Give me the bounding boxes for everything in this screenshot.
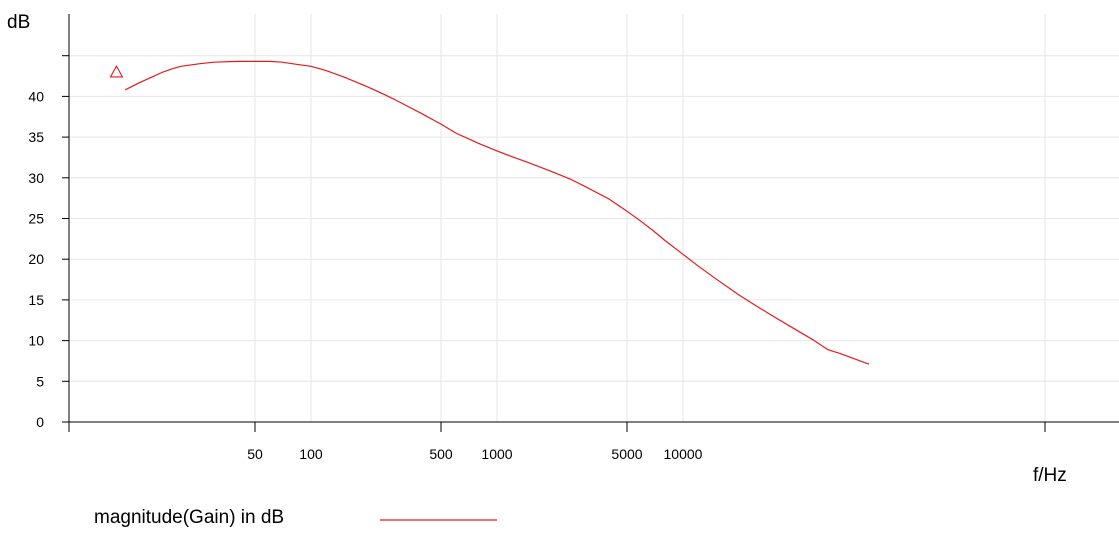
x-tick-label: 5000 (611, 446, 642, 462)
x-tick-label: 500 (429, 446, 453, 462)
legend: magnitude(Gain) in dB (94, 507, 497, 528)
series-layer (109, 60, 870, 365)
y-tick-label: 25 (28, 211, 44, 227)
y-tick-label: 20 (28, 251, 44, 267)
x-axis-title: f/Hz (1033, 465, 1067, 486)
tick-marks (62, 55, 1046, 432)
legend-label: magnitude(Gain) in dB (94, 507, 284, 528)
y-tick-label: 35 (28, 129, 44, 145)
y-tick-label: 40 (28, 88, 44, 104)
y-tick-label: 15 (28, 292, 44, 308)
x-tick-label: 10000 (664, 446, 703, 462)
series-line (124, 60, 870, 365)
y-tick-label: 5 (36, 373, 44, 389)
tick-labels: 0 5 10 15 20 25 30 35 40 50 100 500 1000 5000 10000 (28, 88, 702, 462)
y-tick-label: 0 (36, 414, 44, 430)
y-tick-label: 30 (28, 170, 44, 186)
series-marker (109, 64, 124, 78)
x-tick-label: 100 (299, 446, 323, 462)
x-tick-label: 50 (247, 446, 263, 462)
y-axis-title: dB (7, 12, 30, 33)
y-tick-label: 10 (28, 333, 44, 349)
x-tick-label: 1000 (481, 446, 512, 462)
gridlines (68, 14, 1119, 422)
